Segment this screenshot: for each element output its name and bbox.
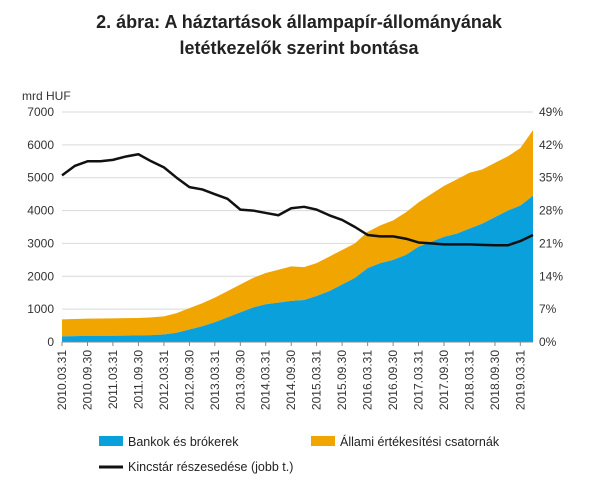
x-tick-label: 2018.09.30 [488,350,502,410]
y-left-tick-label: 5000 [27,171,54,185]
y-right-tick-label: 49% [539,105,563,119]
y-left-tick-label: 2000 [27,269,54,283]
x-tick-label: 2015.03.31 [310,350,324,410]
x-tick-label: 2011.09.30 [131,350,145,409]
y-left-tick-label: 6000 [27,138,54,152]
y-left-tick-label: 7000 [27,105,54,119]
chart-title-line-1: 2. ábra: A háztartások állampapír-állomá… [96,12,503,32]
x-tick-label: 2014.03.31 [259,350,273,410]
y-left-axis-ticks: 0 1000 2000 3000 4000 5000 6000 7000 [27,105,54,349]
x-tick-label: 2013.09.30 [233,350,247,410]
x-tick-label: 2015.09.30 [335,350,349,410]
x-tick-label: 2017.03.31 [412,350,426,410]
y-left-tick-label: 0 [47,335,54,349]
y-left-tick-label: 1000 [27,302,54,316]
line-kincstar-reszesedese [61,152,534,247]
legend-label-state: Állami értékesítési csatornák [340,434,500,449]
y-right-tick-label: 28% [539,204,563,218]
x-tick-label: 2010.09.30 [81,350,95,410]
legend-label-treasury: Kincstár részesedése (jobb t.) [128,460,293,474]
area-bankok-es-brokerek [62,195,533,342]
x-tick-label: 2016.03.31 [361,350,375,410]
legend-swatch-bank [99,436,123,446]
y-right-tick-label: 35% [539,171,563,185]
legend-swatch-state [311,436,335,446]
y-right-axis-ticks: 0% 7% 14% 21% 28% 35% 42% 49% [539,105,563,349]
y-left-tick-label: 4000 [27,204,54,218]
x-tick-label: 2011.03.31 [106,350,120,409]
x-axis-ticks: 2010.03.31 2010.09.30 2011.03.31 2011.09.30… [55,342,527,410]
y-right-tick-label: 14% [539,269,563,283]
y-right-tick-label: 42% [539,138,563,152]
chart-title-line-2: letétkezelők szerint bontása [179,38,419,58]
y-right-tick-label: 0% [539,335,557,349]
legend: Bankok és brókerek Állami értékesítési c… [99,434,500,474]
x-tick-label: 2010.03.31 [55,350,69,410]
y-right-tick-label: 7% [539,302,557,316]
x-tick-label: 2016.09.30 [386,350,400,410]
x-tick-label: 2012.03.31 [157,350,171,410]
legend-label-bank: Bankok és brókerek [128,435,239,449]
x-tick-label: 2014.09.30 [284,350,298,410]
area-allami-ertekesitesi-csatornak [62,130,533,342]
x-tick-label: 2012.09.30 [182,350,196,410]
plot-areas [62,130,533,342]
x-tick-label: 2017.09.30 [437,350,451,410]
plot-lines [61,152,534,247]
x-tick-label: 2019.03.31 [513,350,527,410]
gridlines [62,111,533,310]
y-left-tick-label: 3000 [27,236,54,250]
y-left-unit-label: mrd HUF [22,89,71,103]
x-tick-label: 2013.03.31 [208,350,222,410]
y-right-tick-label: 21% [539,236,563,250]
x-tick-label: 2018.03.31 [462,350,476,410]
